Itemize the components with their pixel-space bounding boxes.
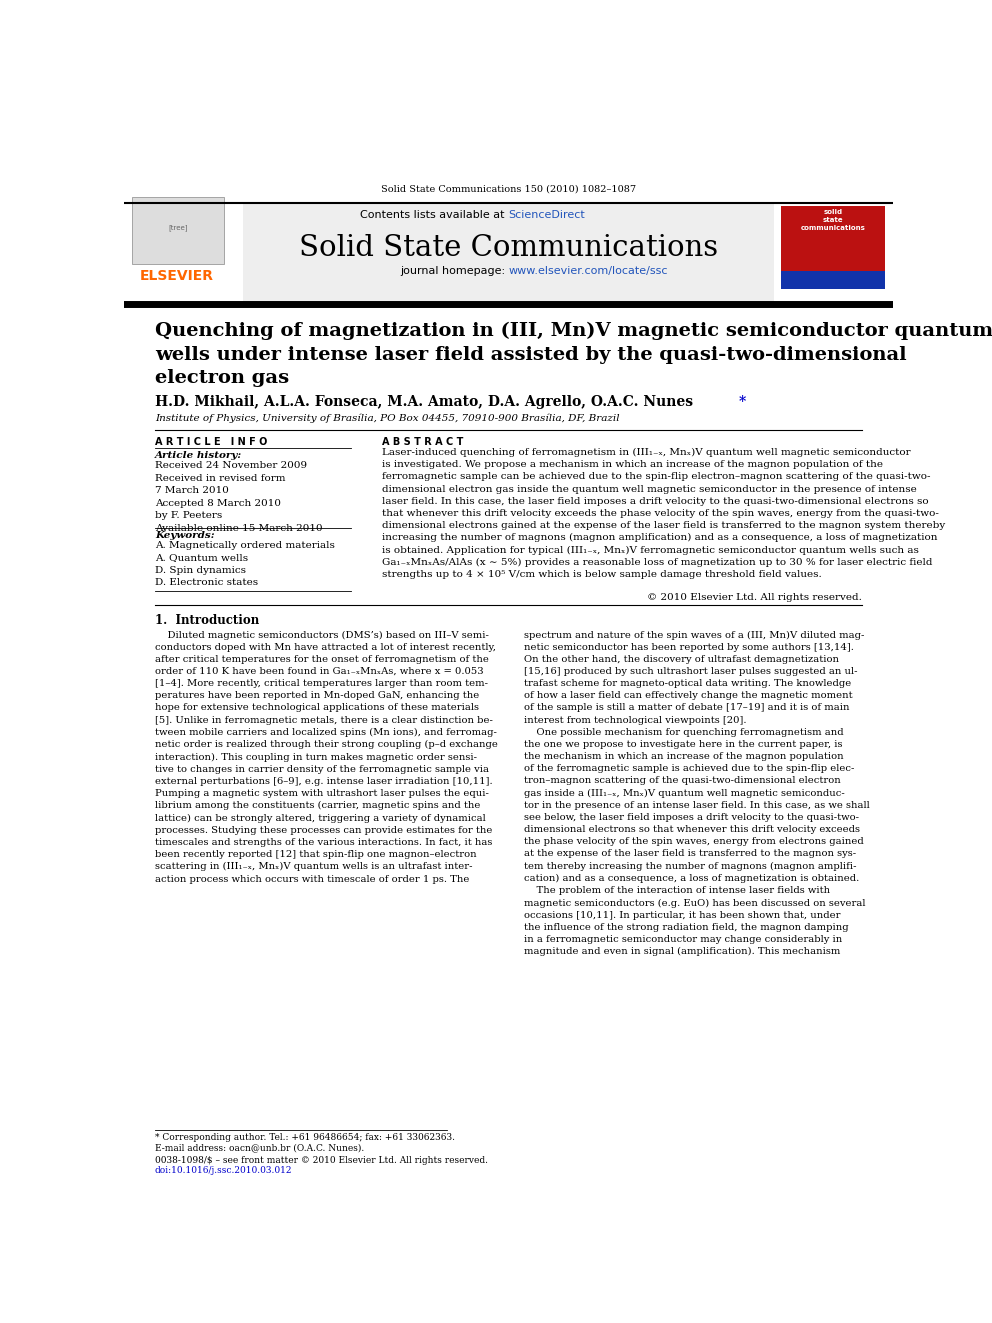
Text: Institute of Physics, University of Brasília, PO Box 04455, 70910-900 Brasília, : Institute of Physics, University of Bras… — [155, 413, 619, 423]
Text: A B S T R A C T: A B S T R A C T — [382, 437, 463, 447]
Text: Quenching of magnetization in (III, Mn)V magnetic semiconductor quantum
wells un: Quenching of magnetization in (III, Mn)V… — [155, 321, 992, 388]
Text: Laser-induced quenching of ferromagnetism in (III₁₋ₓ, Mnₓ)V quantum well magneti: Laser-induced quenching of ferromagnetis… — [382, 448, 944, 579]
Text: A R T I C L E   I N F O: A R T I C L E I N F O — [155, 437, 267, 447]
Text: spectrum and nature of the spin waves of a (III, Mn)V diluted mag-
netic semicon: spectrum and nature of the spin waves of… — [524, 631, 870, 957]
Text: 1.  Introduction: 1. Introduction — [155, 614, 259, 627]
Text: E-mail address: oacn@unb.br (O.A.C. Nunes).: E-mail address: oacn@unb.br (O.A.C. Nune… — [155, 1143, 364, 1152]
Text: A. Magnetically ordered materials
A. Quantum wells
D. Spin dynamics
D. Electroni: A. Magnetically ordered materials A. Qua… — [155, 541, 334, 587]
Text: *: * — [739, 396, 746, 409]
Text: solid
state
communications: solid state communications — [801, 209, 865, 230]
Text: Solid State Communications 150 (2010) 1082–1087: Solid State Communications 150 (2010) 10… — [381, 184, 636, 193]
Text: Diluted magnetic semiconductors (DMS’s) based on III–V semi-
conductors doped wi: Diluted magnetic semiconductors (DMS’s) … — [155, 631, 498, 884]
Bar — [782, 205, 885, 290]
Text: 0038-1098/$ – see front matter © 2010 Elsevier Ltd. All rights reserved.: 0038-1098/$ – see front matter © 2010 El… — [155, 1156, 488, 1166]
Text: www.elsevier.com/locate/ssc: www.elsevier.com/locate/ssc — [509, 266, 668, 275]
Text: doi:10.1016/j.ssc.2010.03.012: doi:10.1016/j.ssc.2010.03.012 — [155, 1167, 293, 1175]
Text: Keywords:: Keywords: — [155, 531, 214, 540]
Text: © 2010 Elsevier Ltd. All rights reserved.: © 2010 Elsevier Ltd. All rights reserved… — [647, 593, 862, 602]
Text: [tree]: [tree] — [168, 225, 187, 232]
Text: ELSEVIER: ELSEVIER — [139, 269, 213, 283]
Bar — [124, 202, 893, 304]
Bar — [124, 202, 243, 304]
Text: journal homepage:: journal homepage: — [400, 266, 509, 275]
Text: Solid State Communications: Solid State Communications — [299, 234, 718, 262]
Text: Article history:: Article history: — [155, 451, 242, 460]
Text: Contents lists available at: Contents lists available at — [360, 209, 509, 220]
Bar — [774, 202, 893, 304]
Text: Received 24 November 2009
Received in revised form
7 March 2010
Accepted 8 March: Received 24 November 2009 Received in re… — [155, 462, 322, 533]
Text: ScienceDirect: ScienceDirect — [509, 209, 585, 220]
Bar — [782, 271, 885, 290]
Bar — [132, 197, 224, 263]
Text: * Corresponding author. Tel.: +61 96486654; fax: +61 33062363.: * Corresponding author. Tel.: +61 964866… — [155, 1132, 454, 1142]
Text: H.D. Mikhail, A.L.A. Fonseca, M.A. Amato, D.A. Agrello, O.A.C. Nunes: H.D. Mikhail, A.L.A. Fonseca, M.A. Amato… — [155, 396, 692, 409]
